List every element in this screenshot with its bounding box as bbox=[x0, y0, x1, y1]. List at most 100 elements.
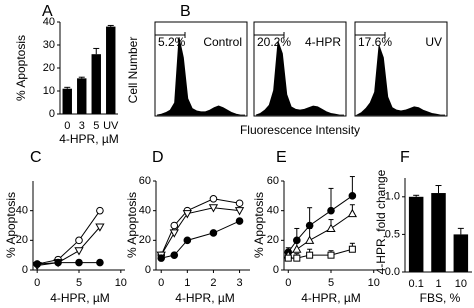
bar bbox=[91, 54, 101, 114]
x-axis-label: 4-HPR, µM bbox=[50, 291, 110, 305]
plot-frame bbox=[253, 21, 347, 117]
x-tick-label: 10 bbox=[455, 278, 467, 290]
x-tick-label: 0 bbox=[64, 120, 70, 132]
marker bbox=[95, 223, 105, 232]
histogram bbox=[156, 37, 245, 116]
marker bbox=[157, 254, 166, 262]
x-tick-label: 3 bbox=[236, 277, 242, 289]
bar bbox=[62, 88, 72, 114]
y-tick-label: 0.5 bbox=[385, 228, 400, 240]
x-tick-label: UV bbox=[103, 120, 119, 132]
y-tick-label: 40 bbox=[267, 205, 279, 217]
y-axis-label: 4-HPR, fold change bbox=[374, 169, 388, 274]
marker bbox=[96, 258, 104, 267]
marker bbox=[182, 210, 192, 219]
bar bbox=[106, 26, 116, 115]
y-axis-label: Cell Number bbox=[126, 37, 140, 104]
histogram bbox=[355, 45, 445, 116]
x-tick-label: 5 bbox=[328, 277, 334, 289]
bar bbox=[77, 78, 87, 114]
x-tick-label: 0 bbox=[158, 277, 164, 289]
y-tick-label: 60 bbox=[267, 175, 279, 187]
y-tick-label: 20 bbox=[43, 62, 55, 74]
marker bbox=[292, 244, 302, 253]
y-tick-label: 20 bbox=[139, 234, 151, 246]
marker bbox=[235, 217, 244, 225]
marker bbox=[293, 236, 301, 245]
histogram bbox=[255, 41, 344, 116]
marker bbox=[33, 260, 41, 268]
marker bbox=[235, 199, 244, 208]
x-tick-label: 0 bbox=[285, 277, 291, 289]
marker bbox=[209, 229, 218, 237]
marker bbox=[234, 207, 245, 216]
plot-frame bbox=[154, 21, 248, 117]
panel-letter: F bbox=[400, 149, 410, 166]
y-tick-label: 0 bbox=[22, 264, 28, 276]
y-tick-label: 60 bbox=[139, 175, 151, 187]
y-tick-label: 30 bbox=[43, 39, 55, 51]
panel-letter: B bbox=[180, 3, 191, 20]
series-line bbox=[37, 210, 101, 265]
x-tick-label: 10 bbox=[115, 277, 127, 289]
x-tick-label: 0.1 bbox=[409, 278, 424, 290]
marker bbox=[169, 229, 179, 238]
x-tick-label: 1 bbox=[184, 277, 190, 289]
x-axis-label: Fluorescence Intensity bbox=[240, 123, 360, 137]
marker bbox=[284, 254, 292, 262]
bar bbox=[453, 234, 469, 272]
bar bbox=[431, 193, 446, 272]
plot-name: Control bbox=[203, 35, 242, 49]
series-line bbox=[37, 262, 100, 265]
marker bbox=[347, 208, 358, 218]
x-axis-label: FBS, % bbox=[420, 291, 461, 305]
marker bbox=[75, 236, 83, 245]
y-tick-label: 20 bbox=[267, 234, 279, 246]
plot-frame bbox=[354, 21, 448, 117]
x-axis-label: 4-HPR, µM bbox=[175, 291, 235, 305]
marker bbox=[327, 251, 335, 259]
panel-letter: D bbox=[152, 149, 164, 166]
x-tick-label: 10 bbox=[368, 277, 380, 289]
marker bbox=[327, 206, 335, 215]
y-tick-label: 0.0 bbox=[385, 266, 400, 278]
y-tick-label: 10 bbox=[43, 85, 55, 97]
x-tick-label: 5 bbox=[93, 120, 99, 132]
marker bbox=[348, 192, 357, 200]
marker bbox=[75, 258, 83, 267]
y-axis-label: % Apoptosis bbox=[125, 192, 139, 258]
marker bbox=[54, 258, 62, 267]
marker bbox=[293, 254, 301, 262]
x-tick-label: 1 bbox=[435, 278, 441, 290]
y-tick-label: 0 bbox=[273, 264, 279, 276]
y-tick-label: 20 bbox=[16, 234, 28, 246]
plot-name: 4-HPR bbox=[305, 35, 341, 49]
marker bbox=[304, 235, 315, 244]
x-axis-label: 4-HPR, µM bbox=[301, 291, 361, 305]
x-axis-label: 4-HPR, µM bbox=[59, 132, 119, 146]
marker bbox=[305, 221, 314, 230]
series-line bbox=[37, 226, 101, 267]
marker bbox=[183, 236, 192, 245]
marker bbox=[96, 206, 104, 215]
y-tick-label: 40 bbox=[16, 205, 28, 217]
gate-label: 20.2% bbox=[257, 35, 291, 49]
panel-letter: E bbox=[276, 149, 287, 166]
bar bbox=[408, 196, 424, 272]
y-tick-label: 40 bbox=[139, 205, 151, 217]
y-tick-label: 40 bbox=[43, 16, 55, 28]
panel-letter: C bbox=[30, 149, 42, 166]
x-tick-label: 2 bbox=[210, 277, 216, 289]
y-tick-label: 0 bbox=[49, 108, 55, 120]
gate-label: 5.2% bbox=[158, 35, 186, 49]
y-tick-label: 1.0 bbox=[385, 191, 400, 203]
marker bbox=[209, 195, 218, 203]
y-tick-label: 0 bbox=[145, 264, 151, 276]
gate-label: 17.6% bbox=[358, 35, 392, 49]
marker bbox=[170, 221, 179, 230]
y-axis-label: % Apoptosis bbox=[14, 35, 28, 101]
marker bbox=[74, 247, 84, 256]
x-tick-label: 0 bbox=[34, 277, 40, 289]
marker bbox=[306, 251, 314, 259]
